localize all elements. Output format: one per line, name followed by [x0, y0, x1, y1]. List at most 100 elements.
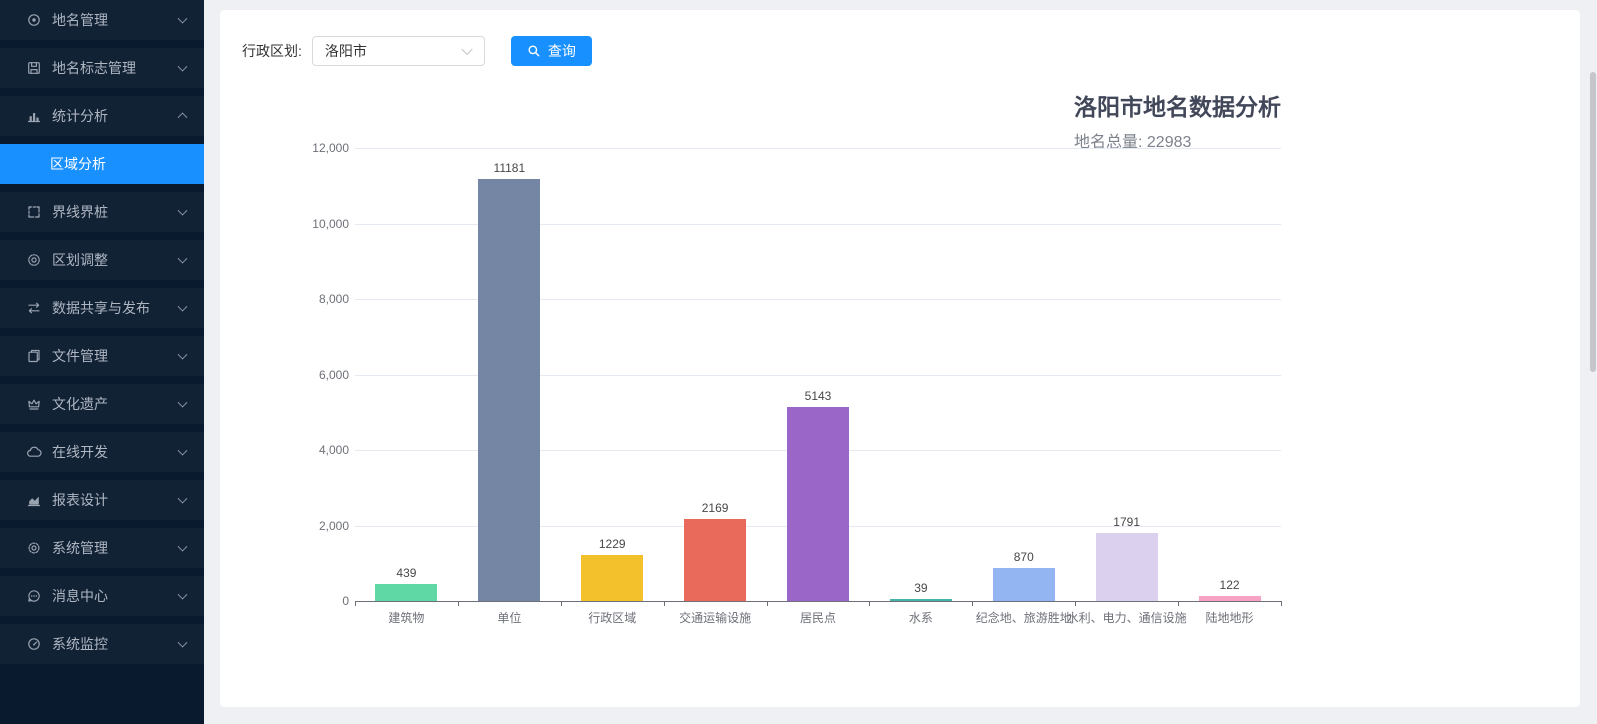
chart-subtitle: 地名总量: 22983 — [1074, 133, 1192, 151]
bar-value-label: 2169 — [701, 501, 729, 515]
message-icon — [26, 588, 42, 604]
x-axis-category-label: 陆地地形 — [1205, 611, 1254, 625]
sidebar-item-statistics-analysis[interactable]: 统计分析 — [0, 96, 204, 136]
x-axis-category-label: 交通运输设施 — [679, 611, 752, 625]
sidebar-item-message-center[interactable]: 消息中心 — [0, 576, 204, 616]
sidebar-item-file-management[interactable]: 文件管理 — [0, 336, 204, 376]
bar-chart-icon — [26, 108, 42, 124]
page-scrollbar-track — [1589, 0, 1597, 724]
sidebar-subitem-region-analysis[interactable]: 区域分析 — [0, 144, 204, 184]
x-axis-tick — [457, 601, 459, 606]
bar-行政区域 — [581, 555, 644, 601]
search-icon — [528, 45, 540, 57]
bar-value-label: 11181 — [493, 161, 526, 175]
filter-bar: 行政区划: 洛阳市 查询 — [242, 36, 592, 66]
y-axis-tick-label: 6,000 — [318, 367, 349, 382]
sidebar-item-district-adjustment[interactable]: 区划调整 — [0, 240, 204, 280]
sidebar-item-label: 文件管理 — [52, 348, 108, 364]
y-axis-tick-label: 2,000 — [318, 518, 349, 533]
sidebar-item-label: 在线开发 — [52, 444, 108, 460]
bar-value-label: 5143 — [804, 389, 832, 403]
bar-陆地地形 — [1198, 596, 1261, 601]
gear-icon — [26, 540, 42, 556]
gridline — [355, 299, 1281, 300]
area-chart-icon — [26, 492, 42, 508]
bar-水系 — [889, 599, 952, 601]
bar-value-label: 1229 — [598, 537, 626, 551]
sidebar-item-label: 消息中心 — [52, 588, 108, 604]
x-axis-category-label: 居民点 — [799, 611, 837, 625]
gauge-icon — [26, 636, 42, 652]
chevron-down-icon — [177, 493, 188, 504]
sidebar-item-label: 地名标志管理 — [52, 60, 136, 76]
chart-title-block: 洛阳市地名数据分析 地名总量: 22983 — [1074, 94, 1281, 152]
save-icon — [26, 60, 42, 76]
bar-纪念地、旅游胜地 — [992, 568, 1055, 601]
sync-icon — [26, 300, 42, 316]
admin-division-select[interactable]: 洛阳市 — [311, 36, 485, 66]
map-pin-icon — [26, 12, 42, 28]
bar-value-label: 1791 — [1113, 515, 1140, 529]
sidebar-item-system-management[interactable]: 系统管理 — [0, 528, 204, 568]
border-frame-icon — [26, 204, 42, 220]
chevron-down-icon — [177, 205, 188, 216]
x-axis-tick — [560, 601, 562, 606]
x-axis-tick — [1178, 601, 1180, 606]
gridline — [355, 148, 1281, 149]
chevron-down-icon — [177, 349, 188, 360]
bar-建筑物 — [375, 584, 438, 601]
bar-单位 — [478, 179, 541, 601]
sidebar-item-label: 文化遗产 — [52, 396, 108, 412]
x-axis-line — [355, 601, 1281, 602]
search-button-label: 查询 — [547, 43, 576, 59]
search-button[interactable]: 查询 — [510, 36, 592, 66]
sidebar-item-label: 地名管理 — [52, 12, 108, 28]
sidebar-item-system-monitoring[interactable]: 系统监控 — [0, 624, 204, 664]
x-axis-category-label: 水系 — [908, 611, 933, 625]
gridline — [355, 374, 1281, 376]
bar-居民点 — [787, 407, 849, 601]
x-axis-tick — [663, 601, 665, 606]
chevron-down-icon — [177, 445, 188, 456]
x-axis-category-label: 纪念地、旅游胜地 — [975, 611, 1072, 625]
admin-division-label: 行政区划: — [242, 43, 302, 59]
y-axis-tick-label: 10,000 — [312, 216, 349, 231]
x-axis-category-label: 水利、电力、通信设施 — [1066, 611, 1187, 625]
chevron-down-icon — [177, 541, 188, 552]
sidebar-item-data-sharing-publishing[interactable]: 数据共享与发布 — [0, 288, 204, 328]
sidebar-item-online-development[interactable]: 在线开发 — [0, 432, 204, 472]
x-axis-tick — [766, 601, 768, 606]
sidebar-item-place-name-management[interactable]: 地名管理 — [0, 0, 204, 40]
chevron-down-icon — [177, 13, 188, 24]
chevron-up-icon — [177, 112, 188, 123]
sidebar-item-cultural-heritage[interactable]: 文化遗产 — [0, 384, 204, 424]
sidebar-item-label: 系统管理 — [52, 540, 108, 556]
bar-交通运输设施 — [684, 519, 747, 601]
x-axis-tick — [355, 601, 356, 606]
cloud-icon — [26, 444, 42, 460]
x-axis-tick — [1075, 601, 1077, 606]
y-axis-tick-label: 8,000 — [318, 292, 349, 306]
sidebar-item-place-sign-management[interactable]: 地名标志管理 — [0, 48, 204, 88]
bar-水利、电力、通信设施 — [1095, 533, 1158, 601]
main-content-card: 行政区划: 洛阳市 查询 洛阳市地名数据分析 地名总量: 22983 0 2,00… — [220, 10, 1580, 707]
bar-value-label: 439 — [396, 566, 417, 580]
crown-icon — [26, 396, 42, 412]
sidebar-subitem-label: 区域分析 — [50, 156, 106, 172]
sidebar-item-boundary-markers[interactable]: 界线界桩 — [0, 192, 204, 232]
files-icon — [26, 348, 42, 364]
sidebar-item-report-design[interactable]: 报表设计 — [0, 480, 204, 520]
chevron-down-icon — [177, 253, 188, 264]
y-axis-tick-label: 12,000 — [312, 141, 349, 155]
x-axis-category-label: 建筑物 — [388, 611, 425, 625]
chevron-down-icon — [177, 61, 188, 72]
admin-division-select-value: 洛阳市 — [324, 43, 367, 59]
y-axis-tick-label: 0 — [342, 594, 349, 608]
x-axis-tick — [972, 601, 974, 606]
sidebar-item-label: 统计分析 — [52, 108, 108, 124]
page-scrollbar-thumb[interactable] — [1590, 72, 1596, 372]
sidebar-item-label: 区划调整 — [52, 252, 108, 268]
chevron-down-icon — [177, 637, 188, 648]
sidebar-item-label: 数据共享与发布 — [52, 300, 150, 316]
